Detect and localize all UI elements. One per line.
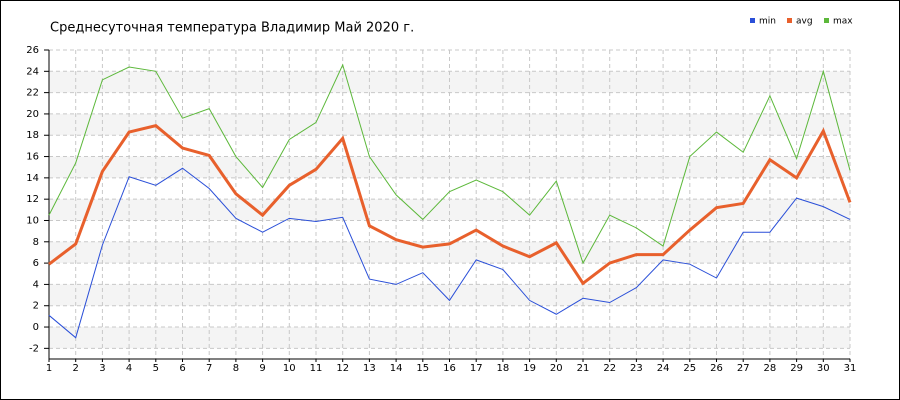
x-tick-label: 7 <box>206 363 212 374</box>
y-tick-label: 8 <box>33 237 39 248</box>
x-tick-label: 19 <box>523 363 536 374</box>
x-tick-label: 2 <box>73 363 79 374</box>
legend-label: max <box>833 17 853 27</box>
x-tick-label: 13 <box>363 363 376 374</box>
y-tick-label: 2 <box>33 301 39 312</box>
x-tick-label: 16 <box>443 363 456 374</box>
chart-title: Среднесуточная температура Владимир Май … <box>50 21 414 36</box>
x-tick-label: 21 <box>577 363 590 374</box>
legend-swatch <box>824 18 829 23</box>
y-tick-label: 16 <box>26 152 39 163</box>
x-tick-label: 10 <box>283 363 296 374</box>
x-tick-label: 25 <box>683 363 696 374</box>
y-tick-label: 24 <box>26 66 39 77</box>
x-tick-label: 30 <box>817 363 830 374</box>
x-tick-label: 15 <box>416 363 429 374</box>
x-tick-label: 8 <box>233 363 239 374</box>
x-tick-label: 1 <box>46 363 52 374</box>
x-tick-label: 4 <box>126 363 132 374</box>
band <box>49 113 850 136</box>
band <box>49 156 850 178</box>
x-tick-label: 11 <box>310 363 323 374</box>
line <box>48 167 851 339</box>
y-tick-label: -2 <box>29 343 39 354</box>
x-tick-label: 5 <box>153 363 159 374</box>
band <box>49 241 850 264</box>
x-tick-label: 6 <box>179 363 185 374</box>
x-tick-label: 18 <box>497 363 510 374</box>
y-tick-label: 18 <box>26 130 39 141</box>
y-tick-label: 22 <box>26 88 39 99</box>
x-tick-label: 26 <box>710 363 723 374</box>
y-tick-label: 20 <box>26 109 39 120</box>
x-tick-label: 28 <box>764 363 777 374</box>
line <box>48 63 851 265</box>
x-tick-label: 22 <box>603 363 616 374</box>
y-tick-label: 12 <box>26 194 39 205</box>
x-tick-label: 3 <box>99 363 105 374</box>
x-tick-label: 31 <box>844 363 857 374</box>
line <box>48 124 852 286</box>
x-tick-label: 9 <box>259 363 265 374</box>
legend-swatch <box>787 18 792 23</box>
y-tick-label: 14 <box>26 173 39 184</box>
x-tick-label: 17 <box>470 363 483 374</box>
legend-swatch <box>750 18 755 23</box>
y-tick-label: 4 <box>33 279 39 290</box>
y-tick-label: 6 <box>33 258 39 269</box>
x-tick-label: 24 <box>657 363 670 374</box>
x-tick-label: 27 <box>737 363 750 374</box>
y-tick-label: 10 <box>26 215 39 226</box>
x-tick-label: 20 <box>550 363 563 374</box>
band <box>49 199 850 221</box>
x-tick-label: 23 <box>630 363 643 374</box>
legend-label: min <box>759 17 776 27</box>
x-tick-label: 14 <box>390 363 403 374</box>
x-tick-label: 12 <box>336 363 349 374</box>
y-tick-label: 0 <box>33 322 39 333</box>
legend-label: avg <box>796 17 813 27</box>
x-tick-label: 29 <box>790 363 803 374</box>
y-tick-label: 26 <box>26 45 39 56</box>
